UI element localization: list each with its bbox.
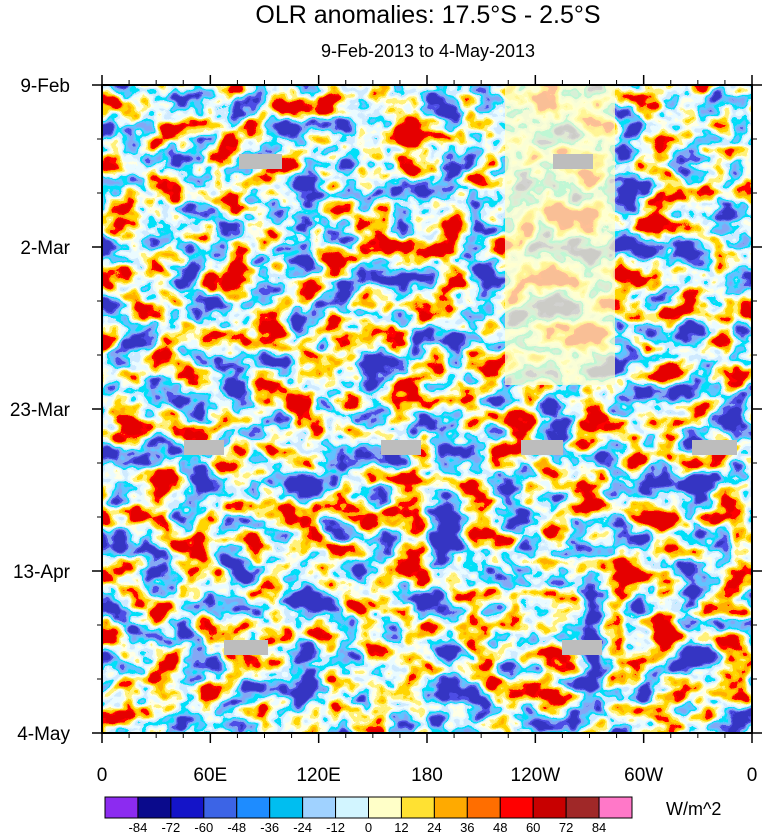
- x-axis: 0 60E 120E 180 120W 60W 0: [97, 75, 758, 786]
- colorbar: -84 -72 -60 -48 -36 -24 -12 0 12 24 36 48 60 72 84: [104, 796, 633, 834]
- colorbar-label: 72: [559, 820, 573, 834]
- missing-data-box: [239, 154, 282, 169]
- missing-data-box: [553, 154, 593, 169]
- y-tick-label: 4-May: [17, 724, 70, 745]
- colorbar-swatch: [302, 796, 337, 819]
- colorbar-swatch: [433, 796, 468, 819]
- colorbar-swatch: [203, 796, 238, 819]
- x-tick-label: 120W: [511, 765, 561, 786]
- colorbar-swatch: [335, 796, 369, 819]
- colorbar-label: 84: [592, 820, 606, 834]
- chart-title: OLR anomalies: 17.5°S - 2.5°S: [255, 1, 600, 29]
- colorbar-swatch: [104, 796, 139, 819]
- colorbar-label: 24: [427, 820, 441, 834]
- colorbar-label: 12: [394, 820, 408, 834]
- pacific-quiet-zone: [505, 85, 615, 385]
- missing-data-box: [521, 440, 563, 455]
- heatmap-noise-field: [102, 85, 752, 733]
- heatmap-field: [102, 85, 752, 733]
- colorbar-swatch: [565, 796, 600, 819]
- colorbar-label: -60: [194, 820, 213, 834]
- colorbar-swatch: [499, 796, 534, 819]
- colorbar-swatch: [466, 796, 501, 819]
- colorbar-label: 48: [493, 820, 507, 834]
- colorbar-label: -24: [293, 820, 312, 834]
- missing-data-box: [381, 440, 421, 455]
- colorbar-swatch: [269, 796, 304, 819]
- y-axis: 9-Feb 2-Mar 23-Mar 13-Apr 4-May: [10, 76, 762, 745]
- x-tick-label: 180: [411, 765, 443, 786]
- x-tick-label: 120E: [296, 765, 340, 786]
- missing-data-box: [224, 640, 268, 655]
- x-tick-label: 0: [97, 765, 108, 786]
- colorbar-label: -72: [161, 820, 180, 834]
- missing-data-box: [184, 440, 224, 455]
- colorbar-swatch: [400, 796, 435, 819]
- colorbar-units: W/m^2: [666, 799, 721, 819]
- missing-data-box: [692, 440, 737, 455]
- colorbar-swatch: [236, 796, 271, 819]
- colorbar-label: 0: [365, 820, 372, 834]
- colorbar-swatch: [532, 796, 567, 819]
- x-tick-label: 0: [747, 765, 758, 786]
- colorbar-label: 60: [526, 820, 540, 834]
- y-tick-label: 9-Feb: [20, 76, 70, 97]
- chart-subtitle: 9-Feb-2013 to 4-May-2013: [321, 41, 535, 61]
- x-tick-label: 60E: [193, 765, 227, 786]
- y-tick-label: 2-Mar: [20, 238, 70, 259]
- colorbar-swatch: [368, 796, 402, 819]
- y-tick-label: 13-Apr: [13, 562, 71, 583]
- colorbar-label: -12: [326, 820, 345, 834]
- colorbar-label: -36: [260, 820, 279, 834]
- colorbar-swatch: [170, 796, 205, 819]
- colorbar-label: -48: [227, 820, 246, 834]
- colorbar-label: -84: [129, 820, 148, 834]
- x-tick-label: 60W: [624, 765, 663, 786]
- missing-data-box: [562, 640, 602, 655]
- y-tick-label: 23-Mar: [10, 400, 71, 421]
- colorbar-label: 36: [460, 820, 474, 834]
- colorbar-swatch: [137, 796, 172, 819]
- colorbar-swatch: [598, 796, 633, 819]
